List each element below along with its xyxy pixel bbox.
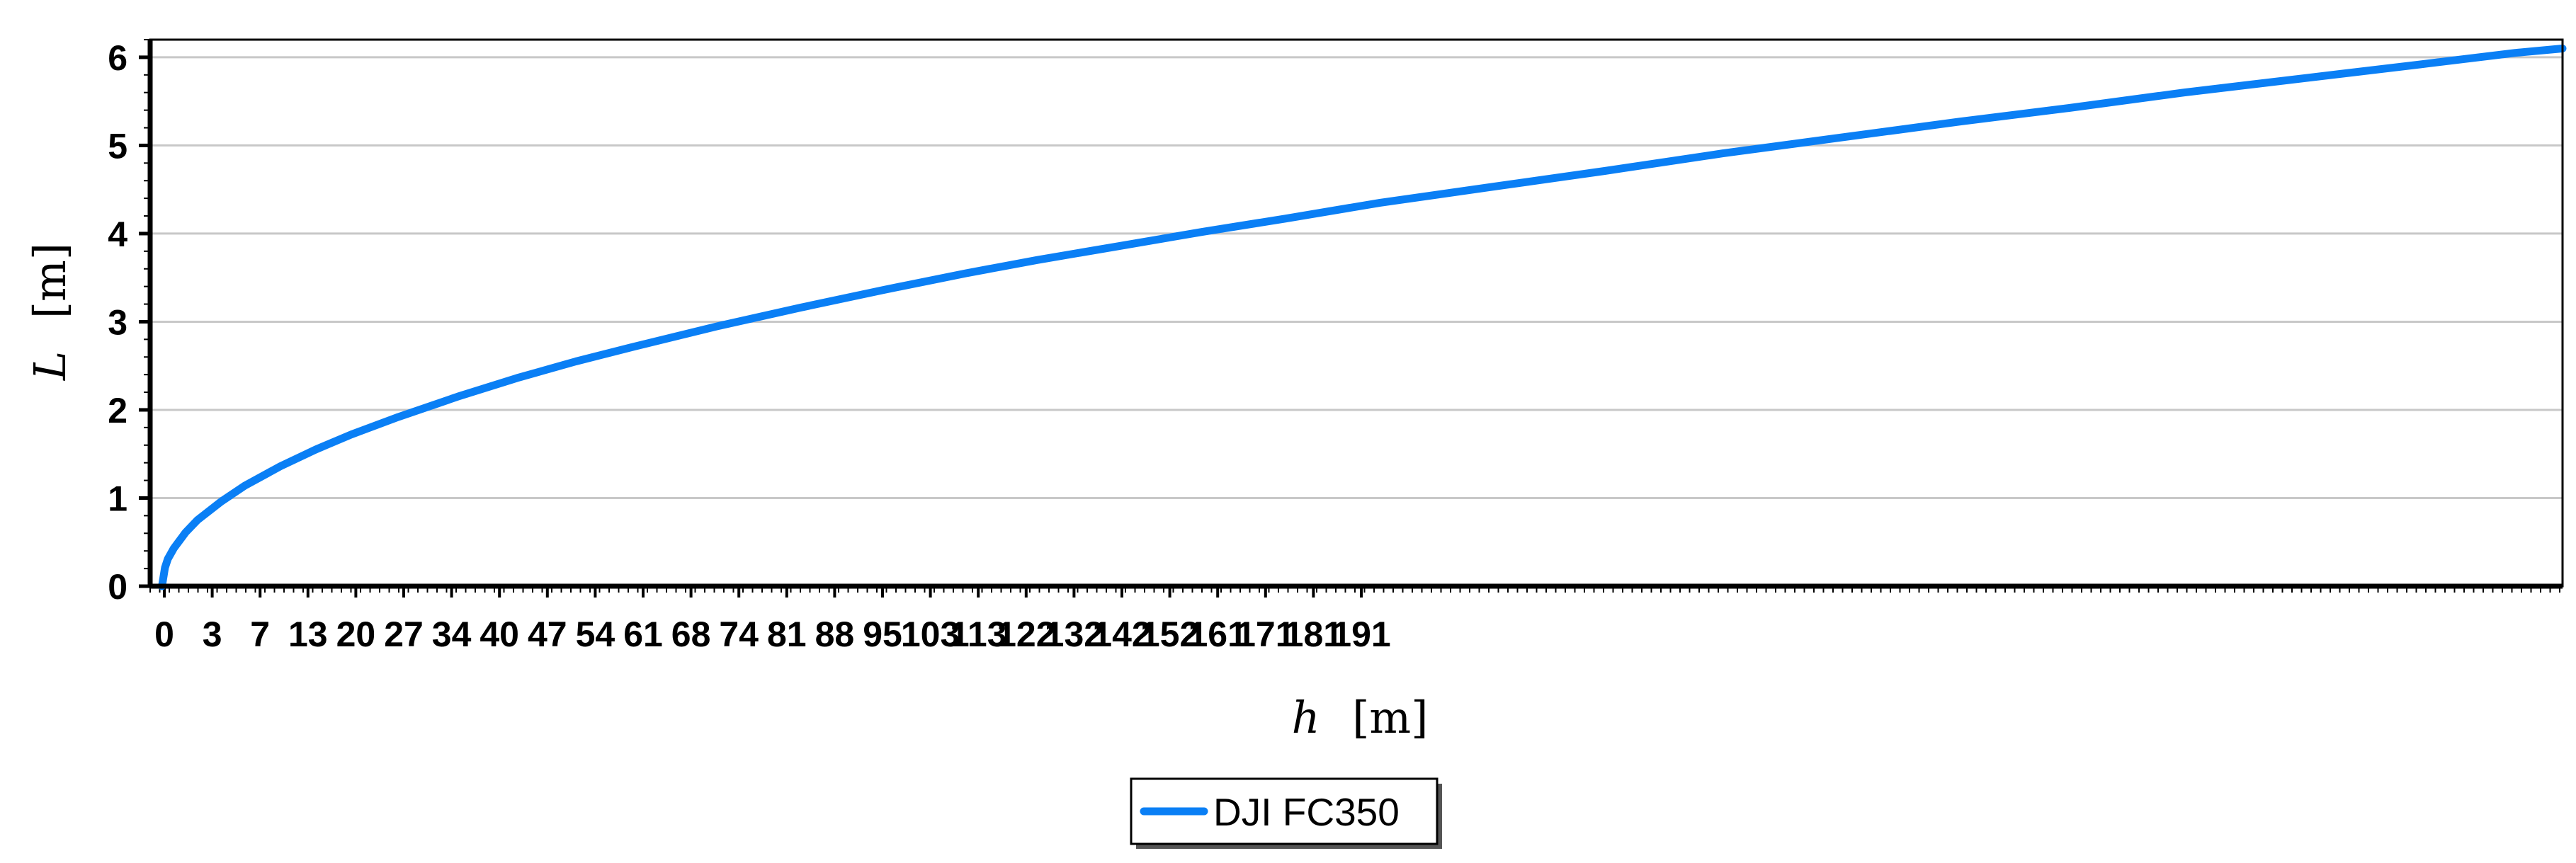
- x-tick-label: 61: [623, 615, 663, 654]
- x-tick-label: 81: [767, 615, 807, 654]
- x-tick-label: 74: [719, 615, 759, 654]
- x-tick-label: 132: [1045, 615, 1103, 654]
- x-axis-variable: h: [1292, 692, 1320, 743]
- y-tick-label: 5: [108, 126, 127, 166]
- x-tick-label: 152: [1140, 615, 1199, 654]
- x-tick-label: 40: [480, 615, 519, 654]
- x-tick-label: 103: [901, 615, 960, 654]
- y-tick-labels: 0 1 2 3 4 5 6: [108, 38, 127, 607]
- x-tick-label: 161: [1188, 615, 1247, 654]
- x-axis-title: h [m]: [1292, 692, 1429, 743]
- y-tick-label: 3: [108, 302, 127, 342]
- series-layer: [158, 45, 2567, 590]
- x-tick-label: 20: [336, 615, 376, 654]
- x-tick-label: 191: [1332, 615, 1390, 654]
- minor-ticks: [139, 39, 2560, 598]
- x-tick-label: 3: [203, 615, 222, 654]
- y-tick-label: 1: [108, 479, 127, 518]
- x-tick-label: 171: [1236, 615, 1295, 654]
- x-tick-label: 47: [528, 615, 567, 654]
- y-tick-label: 4: [108, 215, 127, 254]
- x-tick-label: 181: [1284, 615, 1343, 654]
- x-tick-label: 0: [154, 615, 174, 654]
- y-axis-variable: L: [24, 351, 76, 381]
- x-tick-label: 88: [815, 615, 855, 654]
- x-tick-label: 122: [997, 615, 1055, 654]
- x-tick-labels: 0 3 7 13 20 27 34 40 47 54 61 68 74 81 88 9510311312213…: [154, 615, 1391, 654]
- x-tick-label: 34: [432, 615, 472, 654]
- y-axis-title: L [m]: [24, 243, 76, 381]
- legend: DJI FC350: [1130, 777, 1442, 849]
- legend-label: DJI FC350: [1213, 790, 1400, 834]
- plot-frame: [149, 38, 2564, 588]
- y-tick-label: 6: [108, 38, 127, 78]
- grid-lines: [150, 56, 2563, 499]
- x-tick-label: 7: [250, 615, 270, 654]
- y-tick-label: 2: [108, 391, 127, 430]
- x-tick-label: 54: [576, 615, 615, 654]
- x-tick-label: 27: [384, 615, 424, 654]
- x-axis-unit: [m]: [1352, 692, 1428, 743]
- y-axis-unit: [m]: [24, 243, 76, 319]
- series-line-dji-fc350: [158, 45, 2567, 590]
- x-tick-label: 113: [950, 615, 1007, 654]
- x-tick-label: 13: [288, 615, 328, 654]
- x-tick-label: 95: [863, 615, 902, 654]
- y-tick-label: 0: [108, 567, 127, 607]
- x-tick-label: 68: [671, 615, 711, 654]
- x-tick-label: 142: [1092, 615, 1151, 654]
